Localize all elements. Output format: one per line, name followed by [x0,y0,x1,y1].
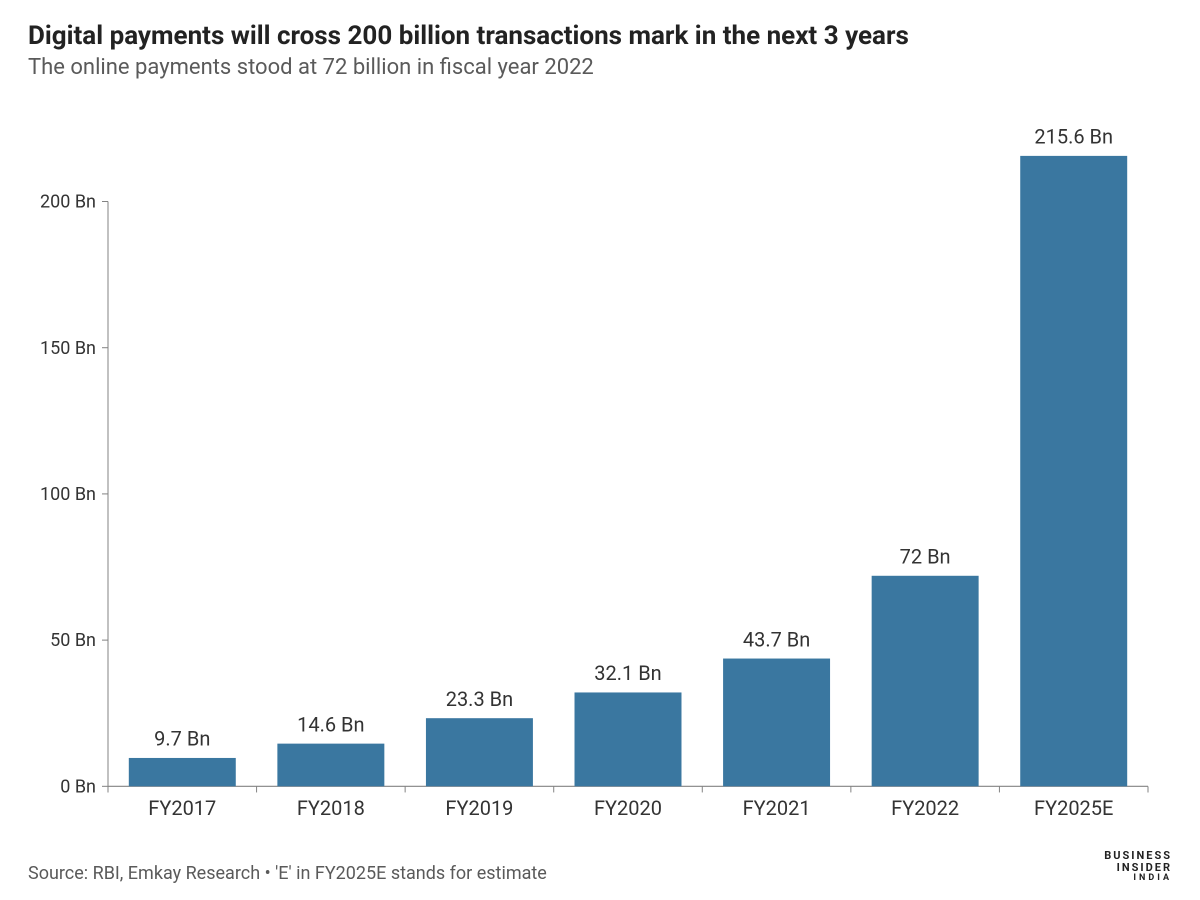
y-tick-label: 150 Bn [40,337,96,358]
bar [277,743,384,786]
x-category-label: FY2019 [445,795,513,819]
chart-title: Digital payments will cross 200 billion … [28,20,1172,53]
bar-value-label: 72 Bn [900,544,951,568]
y-tick-label: 0 Bn [60,776,96,797]
bar-value-label: 215.6 Bn [1034,124,1113,148]
bar [426,718,533,786]
bar-value-label: 9.7 Bn [154,726,210,750]
chart-svg: 0 Bn 50 Bn 100 Bn 150 Bn 200 Bn 9.7 Bn FY2017 1… [28,108,1172,842]
x-category-label: FY2018 [297,795,365,819]
chart-plot-area: 0 Bn 50 Bn 100 Bn 150 Bn 200 Bn 9.7 Bn FY2017 1… [28,108,1172,842]
x-category-label: FY2020 [594,795,662,819]
source-text: Source: RBI, Emkay Research • 'E' in FY2… [28,863,547,884]
bar [723,658,830,786]
chart-subtitle: The online payments stood at 72 billion … [28,55,1172,80]
brand-sub: INDIA [1104,874,1172,884]
brand-logo: BUSINESS INSIDER INDIA [1104,850,1172,884]
bar-value-label: 32.1 Bn [594,661,661,685]
x-category-label: FY2025E [1034,795,1113,819]
bar [129,757,236,785]
y-tick-label: 200 Bn [40,191,96,212]
bar-value-label: 23.3 Bn [446,686,513,710]
bar [1020,155,1127,785]
chart-footer: Source: RBI, Emkay Research • 'E' in FY2… [28,850,1172,884]
chart-container: Digital payments will cross 200 billion … [0,0,1200,900]
y-tick-label: 100 Bn [40,483,96,504]
x-category-label: FY2017 [148,795,216,819]
x-category-label: FY2022 [891,795,959,819]
bar-value-label: 14.6 Bn [297,712,364,736]
x-category-label: FY2021 [743,795,811,819]
bar-value-label: 43.7 Bn [743,627,810,651]
bar [872,575,979,786]
y-tick-label: 50 Bn [50,630,96,651]
bar [575,692,682,786]
